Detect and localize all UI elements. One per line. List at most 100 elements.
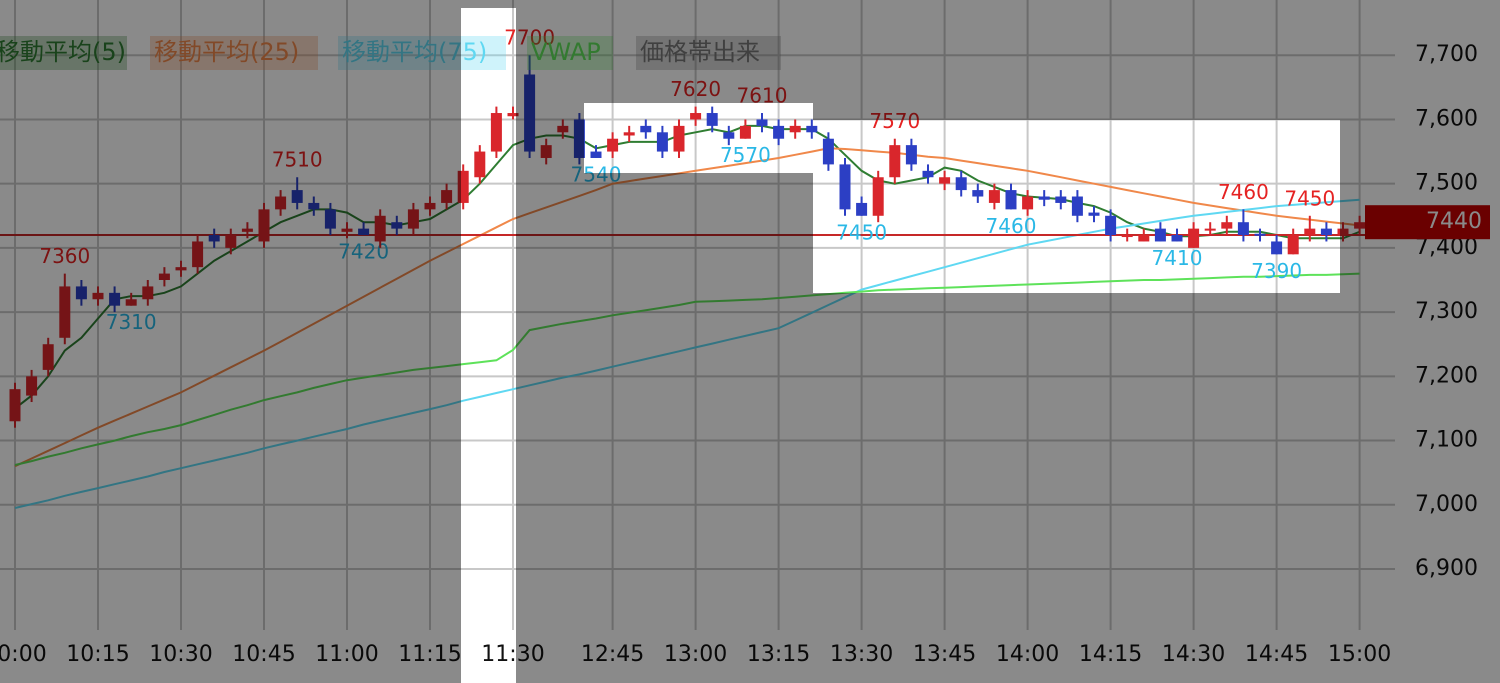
legend-chip bbox=[636, 36, 781, 70]
candle-body bbox=[474, 151, 486, 178]
candle-body bbox=[308, 202, 320, 210]
candle-body bbox=[1320, 228, 1332, 236]
y-tick-label: 7,200 bbox=[1415, 363, 1478, 388]
high-label: 7620 bbox=[670, 77, 721, 101]
low-label: 7460 bbox=[986, 214, 1037, 238]
candle-body bbox=[939, 177, 951, 184]
candle-body bbox=[1154, 228, 1166, 242]
candle-body bbox=[905, 145, 917, 165]
candle-body bbox=[507, 113, 519, 117]
candle-body bbox=[158, 273, 170, 280]
low-label: 7410 bbox=[1152, 246, 1203, 270]
candle-body bbox=[59, 286, 71, 338]
candle-body bbox=[1171, 235, 1183, 242]
candle-body bbox=[1337, 228, 1349, 236]
candle-body bbox=[92, 292, 104, 300]
candle-body bbox=[756, 119, 768, 126]
candle-body bbox=[391, 222, 403, 229]
x-tick-label: 11:00 bbox=[315, 642, 378, 667]
candle-body bbox=[673, 125, 685, 152]
x-tick-label: 13:45 bbox=[913, 642, 976, 667]
candle-body bbox=[1204, 228, 1216, 231]
candle-body bbox=[872, 177, 884, 216]
candle-body bbox=[125, 299, 137, 306]
candle-body bbox=[557, 125, 569, 133]
candle-body bbox=[241, 228, 253, 232]
x-tick-label: 14:45 bbox=[1245, 642, 1308, 667]
low-label: 7540 bbox=[571, 162, 622, 186]
x-tick-label: 10:45 bbox=[232, 642, 295, 667]
candle-body bbox=[1022, 196, 1034, 210]
price-tag bbox=[1365, 205, 1490, 240]
candle-body bbox=[275, 196, 287, 210]
candle-body bbox=[192, 241, 204, 268]
candle-body bbox=[291, 190, 303, 203]
candle-body bbox=[573, 119, 585, 158]
candle-body bbox=[806, 125, 818, 133]
legend-chip bbox=[0, 36, 127, 70]
low-label: 7310 bbox=[106, 310, 157, 334]
low-label: 7570 bbox=[720, 143, 771, 167]
candle-body bbox=[225, 235, 237, 248]
candle-body bbox=[889, 145, 901, 178]
legend-label: 移動平均(25) bbox=[154, 38, 299, 66]
candle-body bbox=[42, 344, 54, 370]
high-label: 7460 bbox=[1218, 180, 1269, 204]
low-label: 7450 bbox=[836, 220, 887, 244]
candle-body bbox=[9, 389, 21, 422]
legend-label: 価格帯出来 bbox=[640, 38, 760, 66]
y-tick-label: 7,600 bbox=[1415, 106, 1478, 131]
candle-body bbox=[208, 235, 220, 242]
candle-body bbox=[789, 125, 801, 133]
candle-body bbox=[109, 292, 121, 306]
candle-body bbox=[175, 267, 187, 271]
x-tick-label: 15:00 bbox=[1328, 642, 1391, 667]
candle-body bbox=[839, 164, 851, 210]
candle-body bbox=[524, 74, 536, 152]
candle-body bbox=[1271, 241, 1283, 255]
candle-body bbox=[1304, 228, 1316, 236]
legend-chip bbox=[150, 36, 318, 70]
candle-body bbox=[358, 228, 370, 236]
legend-chip bbox=[527, 36, 613, 70]
candle-body bbox=[590, 151, 602, 158]
x-tick-label: 11:30 bbox=[481, 642, 544, 667]
y-tick-label: 7,000 bbox=[1415, 492, 1478, 517]
high-label: 7700 bbox=[504, 26, 555, 50]
y-tick-label: 6,900 bbox=[1415, 556, 1478, 581]
candle-body bbox=[1237, 222, 1249, 236]
x-tick-label: 11:15 bbox=[398, 642, 461, 667]
y-tick-label: 7,500 bbox=[1415, 171, 1478, 196]
x-tick-label: 14:15 bbox=[1079, 642, 1142, 667]
candle-body bbox=[690, 113, 702, 120]
x-tick-label: 12:45 bbox=[581, 642, 644, 667]
candle-body bbox=[341, 228, 353, 232]
candle-body bbox=[856, 202, 868, 216]
candle-body bbox=[739, 125, 751, 139]
x-tick-label: 13:15 bbox=[747, 642, 810, 667]
candle-body bbox=[324, 209, 336, 229]
candle-body bbox=[822, 138, 834, 165]
candle-body bbox=[142, 286, 154, 300]
candle-body bbox=[374, 215, 386, 242]
ma-line bbox=[14, 147, 1360, 468]
candle-body bbox=[1055, 196, 1067, 203]
candle-body bbox=[972, 190, 984, 197]
candle-body bbox=[75, 286, 87, 300]
ma-line bbox=[14, 198, 1360, 509]
candle-body bbox=[1121, 235, 1133, 238]
x-tick-label: 10:30 bbox=[149, 642, 212, 667]
candle-body bbox=[1105, 215, 1117, 236]
candle-body bbox=[1038, 196, 1050, 200]
high-label: 7450 bbox=[1284, 186, 1335, 210]
legend-chip bbox=[338, 36, 506, 70]
x-tick-label: 13:30 bbox=[830, 642, 893, 667]
candle-body bbox=[258, 209, 270, 242]
candle-body bbox=[623, 132, 635, 136]
y-tick-label: 7,700 bbox=[1415, 42, 1478, 67]
high-label: 7510 bbox=[272, 148, 323, 172]
ma-line bbox=[14, 272, 1360, 466]
legend-label: 移動平均(5) bbox=[0, 38, 126, 66]
